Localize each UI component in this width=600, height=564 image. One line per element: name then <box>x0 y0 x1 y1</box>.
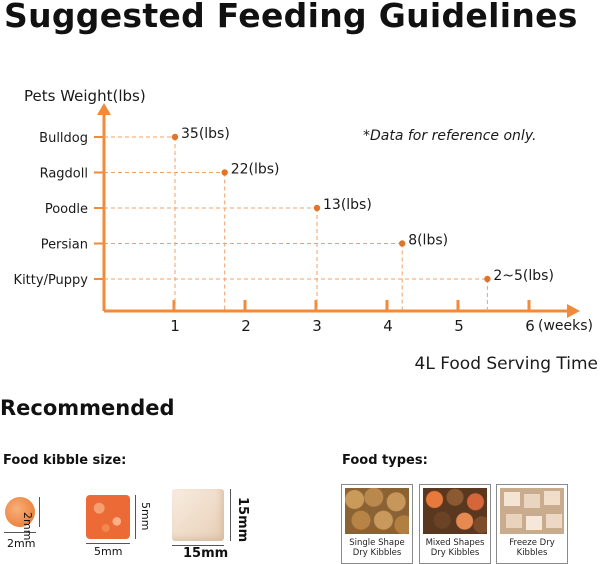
y-category-label: Bulldog <box>39 131 88 146</box>
x-tick-label: 5 <box>454 317 464 335</box>
kibble-15mm-height: 15mm <box>235 497 250 543</box>
feeding-chart: Pets Weight(lbs) 1 2 3 4 5 6 (weeks) 4L Food Ser… <box>14 87 598 374</box>
y-axis-arrow <box>97 103 111 115</box>
food-type-caption: Mixed Shapes Dry Kibbles <box>420 538 490 558</box>
food-type-caption: Freeze Dry Kibbles <box>497 538 567 558</box>
data-point <box>399 240 406 247</box>
kibble-2mm-height: 2mm <box>21 512 34 541</box>
caption-line: Mixed Shapes <box>425 538 485 548</box>
y-category-label: Kitty/Puppy <box>14 273 89 288</box>
caption-line: Dry Kibbles <box>352 548 402 558</box>
kibble-15mm-width-line <box>172 545 224 546</box>
x-tick-label: 1 <box>170 317 180 335</box>
caption-line: Single Shape <box>349 538 405 548</box>
kibble-2mm-height-line <box>39 497 40 527</box>
x-axis-arrow <box>567 304 580 318</box>
data-label: 2~5(lbs) <box>493 268 554 284</box>
x-tick-label: 4 <box>383 317 393 335</box>
single-shape-kibble-image <box>345 488 409 534</box>
kibble-5mm-width: 5mm <box>94 545 123 558</box>
kibble-15mm-height-line <box>230 489 231 541</box>
freeze-dry-kibble-image <box>500 488 564 534</box>
data-point <box>221 169 228 176</box>
kibble-5mm-image <box>86 495 130 539</box>
kibble-2mm-width-line <box>4 532 36 533</box>
kibble-5mm-height-line <box>135 495 136 539</box>
x-tick-label: 6 <box>525 317 535 335</box>
food-type-freeze-dry: Freeze Dry Kibbles <box>496 484 568 564</box>
kibble-2mm-image <box>5 497 35 527</box>
data-label: 13(lbs) <box>323 197 372 213</box>
x-axis-unit: (weeks) <box>538 318 593 334</box>
data-point <box>171 133 179 141</box>
mixed-shapes-kibble-image <box>423 488 487 534</box>
page-title: Suggested Feeding Guidelines <box>4 0 578 35</box>
y-axis-label: Pets Weight(lbs) <box>24 87 146 105</box>
recommended-heading: Recommended <box>0 396 175 420</box>
data-point <box>313 204 321 212</box>
kibble-15mm-width: 15mm <box>183 546 229 561</box>
kibble-5mm-width-line <box>86 543 130 544</box>
kibble-15mm-image <box>172 489 224 541</box>
data-label: 8(lbs) <box>408 233 448 249</box>
data-label: 35(lbs) <box>181 126 230 142</box>
food-type-caption: Single Shape Dry Kibbles <box>342 538 412 558</box>
data-point <box>484 275 491 283</box>
food-type-single-shape: Single Shape Dry Kibbles <box>341 484 413 564</box>
x-tick-label: 2 <box>241 317 251 335</box>
y-category-label: Persian <box>41 238 88 253</box>
caption-line: Dry Kibbles <box>430 548 480 558</box>
kibble-size-label: Food kibble size: <box>3 453 127 468</box>
y-category-label: Poodle <box>45 202 88 217</box>
food-types-label: Food types: <box>342 453 428 468</box>
data-label: 22(lbs) <box>231 162 280 178</box>
x-axis-label: 4L Food Serving Time <box>415 354 598 374</box>
reference-note: *Data for reference only. <box>363 128 536 144</box>
y-category-label: Ragdoll <box>40 167 88 182</box>
caption-line: Freeze Dry <box>509 538 555 548</box>
kibble-5mm-height: 5mm <box>139 502 152 531</box>
caption-line: Kibbles <box>516 548 548 558</box>
x-tick-label: 3 <box>312 317 322 335</box>
kibble-2mm-width: 2mm <box>7 537 36 550</box>
food-type-mixed-shapes: Mixed Shapes Dry Kibbles <box>419 484 491 564</box>
